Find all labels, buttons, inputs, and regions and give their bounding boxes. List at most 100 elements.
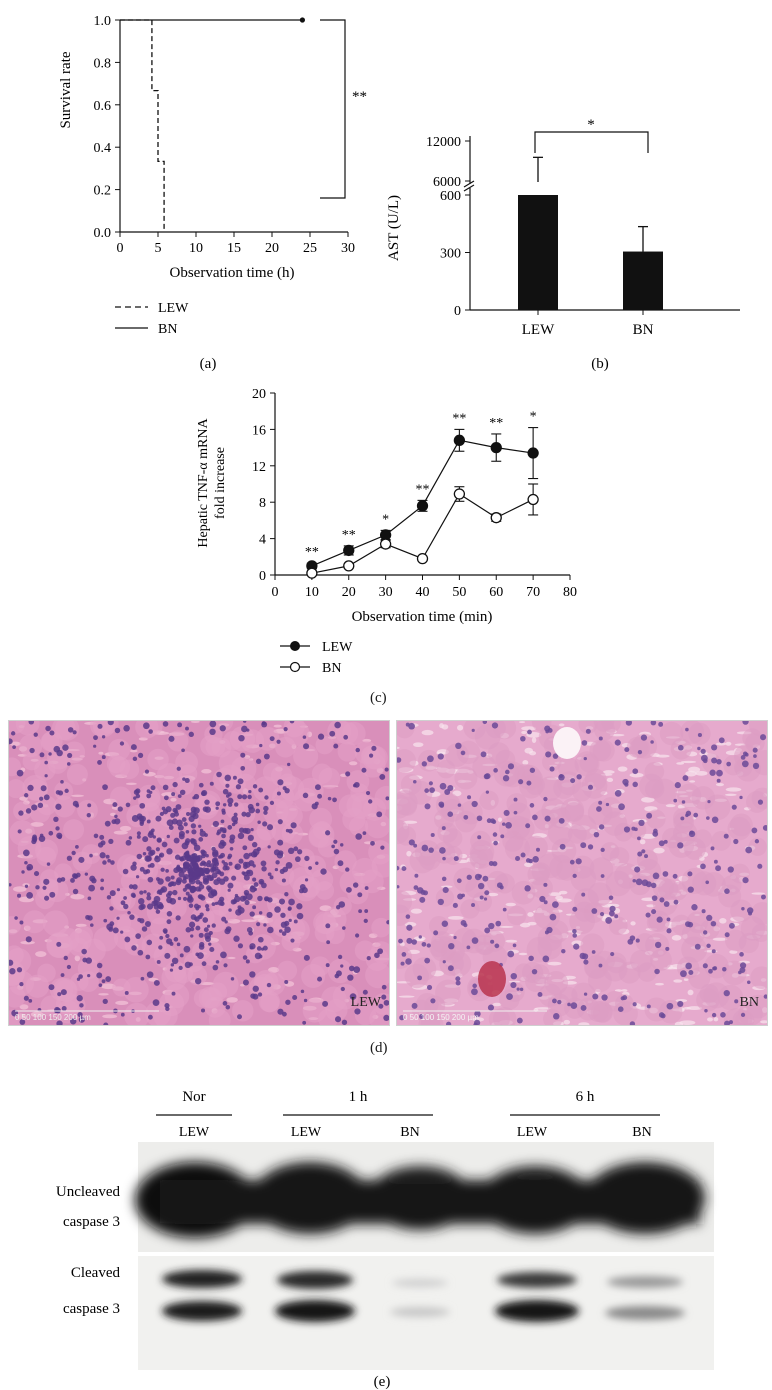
histology-nucleus	[246, 927, 253, 933]
panel-c-significance-marker: **	[305, 545, 319, 560]
histology-nucleus	[340, 986, 345, 992]
panel-c-y-tick-label: 0	[259, 569, 266, 584]
histology-sinusoid	[142, 771, 156, 777]
histology-nucleus	[260, 860, 267, 867]
histology-nucleus	[248, 806, 256, 814]
histology-nucleus	[101, 979, 106, 984]
histology-nucleus	[101, 755, 106, 760]
histology-nucleus	[86, 812, 91, 818]
panel-a-survival-chart: 0 5 10 15 20 25 30 0.0 0.2 0.4 0.6 0.8 1.0 Survival …	[58, 14, 367, 372]
histology-nucleus	[145, 954, 151, 960]
legend-lew-label-c: LEW	[322, 640, 353, 655]
histology-nucleus	[242, 955, 248, 960]
histology-nucleus	[688, 969, 694, 976]
histology-nucleus	[528, 955, 534, 962]
histology-nucleus	[216, 877, 221, 882]
histology-sinusoid	[629, 772, 644, 778]
histology-nucleus	[171, 818, 178, 825]
histology-nucleus	[303, 998, 308, 1003]
histology-nucleus	[478, 874, 482, 879]
histology-hepatocyte	[315, 735, 334, 755]
panel-c-x-tick-label: 50	[452, 585, 466, 600]
histology-nucleus	[700, 754, 708, 762]
histology-nucleus	[190, 927, 195, 932]
histology-nucleus	[176, 766, 181, 771]
histology-nucleus	[145, 855, 152, 862]
histology-nucleus	[325, 830, 331, 836]
histology-nucleus	[646, 812, 653, 819]
histology-nucleus	[143, 722, 150, 730]
histology-nucleus	[421, 761, 428, 767]
histology-nucleus	[617, 1006, 624, 1012]
histology-hepatocyte	[408, 780, 433, 805]
histology-nucleus	[249, 943, 256, 950]
histology-nucleus	[202, 878, 210, 885]
histology-nucleus	[112, 927, 119, 934]
histology-hepatocyte	[63, 819, 85, 841]
histology-nucleus	[238, 734, 245, 742]
histology-nucleus	[190, 853, 196, 859]
histology-sinusoid	[751, 892, 765, 895]
histology-nucleus	[426, 984, 433, 991]
histology-nucleus	[231, 875, 237, 881]
histology-nucleus	[727, 866, 734, 873]
histology-nucleus	[455, 742, 462, 750]
histology-hepatocyte	[435, 792, 461, 818]
histology-nucleus	[195, 977, 202, 985]
histology-nucleus	[222, 788, 229, 795]
data-point-bn	[490, 512, 502, 524]
histology-hepatocyte	[277, 960, 298, 981]
histology-hepatocyte	[553, 777, 575, 799]
histology-sinusoid	[492, 1002, 502, 1007]
histology-nucleus	[608, 910, 615, 917]
histology-hepatocyte	[19, 734, 43, 758]
histology-nucleus	[233, 935, 240, 942]
histology-nucleus	[257, 992, 263, 997]
histology-nucleus	[237, 794, 243, 800]
histology-nucleus	[505, 769, 510, 775]
histology-nucleus	[260, 947, 265, 951]
histology-nucleus	[710, 846, 715, 851]
histology-nucleus	[640, 734, 648, 741]
histology-nucleus	[48, 752, 52, 756]
histology-hepatocyte	[608, 916, 628, 936]
histology-nucleus	[605, 802, 610, 807]
histology-nucleus	[190, 934, 194, 938]
histology-nucleus	[112, 802, 118, 808]
histology-sinusoid	[725, 741, 732, 746]
histology-nucleus	[132, 756, 138, 762]
histology-nucleus	[238, 858, 244, 864]
histology-hepatocyte	[693, 829, 713, 849]
histology-nucleus	[491, 722, 499, 729]
histology-nucleus	[195, 855, 201, 861]
histology-nucleus	[659, 897, 665, 903]
histology-nucleus	[152, 999, 160, 1007]
panel-c-significance-marker: **	[489, 416, 503, 431]
histology-nucleus	[637, 851, 643, 857]
histology-nucleus	[358, 909, 363, 914]
histology-nucleus	[483, 897, 488, 901]
histology-sinusoid	[403, 820, 418, 824]
histology-nucleus	[227, 802, 233, 807]
histology-nucleus	[635, 878, 643, 886]
histology-nucleus	[638, 819, 645, 826]
histology-sinusoid	[241, 919, 257, 923]
histology-nucleus	[362, 831, 367, 835]
histology-nucleus	[543, 900, 548, 905]
histology-nucleus	[493, 768, 498, 773]
histology-hepatocyte	[559, 986, 578, 1006]
panel-a-x-tick-label: 5	[155, 241, 162, 256]
histology-nucleus	[75, 872, 81, 878]
histology-hepatocyte	[252, 776, 279, 802]
histology-nucleus	[492, 861, 498, 867]
histology-sinusoid	[71, 794, 84, 797]
histology-nucleus	[716, 758, 722, 765]
histology-nucleus	[285, 862, 293, 869]
histology-nucleus	[56, 941, 62, 947]
histology-nucleus	[24, 793, 29, 798]
histology-nucleus	[411, 939, 417, 945]
histology-nucleus	[374, 952, 380, 959]
histology-nucleus	[754, 839, 760, 844]
histology-nucleus	[266, 824, 274, 831]
blot-group-header-1h: 1 h	[349, 1089, 368, 1105]
